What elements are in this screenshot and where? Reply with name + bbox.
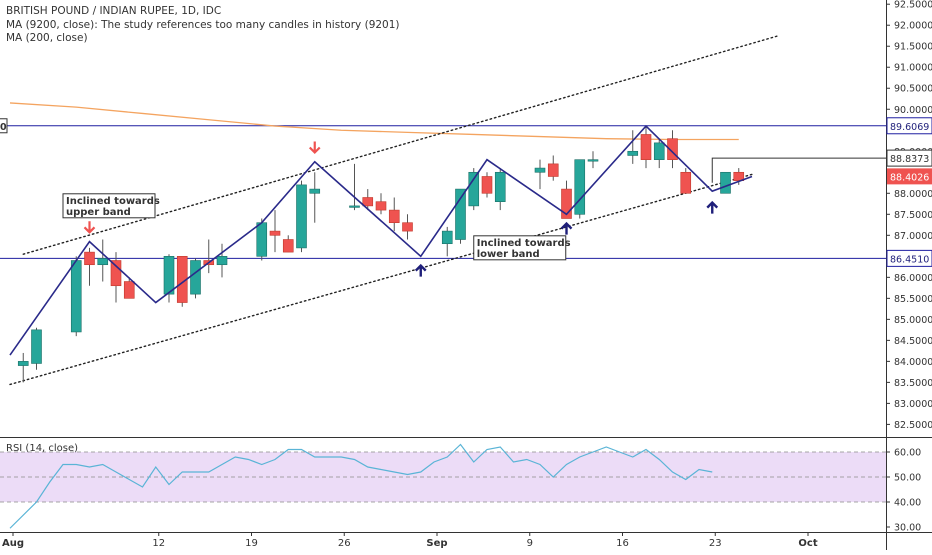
candle-down — [640, 134, 652, 160]
candle-down — [362, 197, 374, 207]
candle-down — [388, 209, 400, 224]
candle-up — [31, 329, 42, 364]
price-tick-label: 83.0000 — [894, 399, 932, 410]
time-tick-label: 16 — [616, 538, 629, 549]
ma200-line — [9, 102, 739, 141]
candle-up — [97, 258, 109, 266]
candle-down — [282, 239, 294, 253]
bracket-line — [711, 157, 886, 183]
price-tick-label: 90.0000 — [894, 105, 932, 116]
rsi-tick-label: 30.00 — [894, 523, 921, 534]
candle-down — [561, 188, 572, 219]
candle-up — [441, 230, 453, 245]
candle-up — [627, 150, 639, 156]
candle-up — [216, 256, 228, 266]
candle-up — [468, 171, 480, 207]
rsi-tick-label: 60.00 — [894, 448, 921, 459]
candle-down — [481, 176, 493, 194]
legend-title: BRITISH POUND / INDIAN RUPEE, 1D, IDC — [6, 5, 222, 17]
candle-up — [574, 159, 586, 215]
price-tick-label: 91.0000 — [894, 63, 932, 74]
candle-down — [680, 171, 692, 194]
zigzag-pattern — [9, 124, 753, 356]
candle-down — [547, 163, 559, 177]
legend-ma-9200: MA (9200, close): The study references t… — [6, 18, 400, 31]
candle-down — [110, 260, 122, 287]
hline-price-box — [886, 249, 932, 267]
time-tick-label: Oct — [798, 538, 817, 549]
last-price-box — [887, 168, 932, 185]
candle-up — [256, 222, 268, 257]
price-tick-label: 85.0000 — [894, 315, 932, 326]
price-tick-label: 85.5000 — [894, 294, 932, 305]
candle-down — [269, 230, 281, 236]
left-edge-label: 0 — [0, 122, 7, 133]
price-tick-label: 88.0000 — [894, 189, 932, 200]
price-tick-label: 84.0000 — [894, 357, 932, 368]
arrow-down-icon — [308, 141, 321, 155]
time-tick-label: 9 — [527, 538, 533, 549]
candle-up — [534, 167, 546, 173]
annotation-text: upper band — [66, 207, 131, 218]
price-tick-label: 87.5000 — [894, 210, 932, 221]
candle-down — [402, 222, 413, 232]
price-tick-label: 82.5000 — [894, 420, 932, 431]
rsi-legend: RSI (14, close) — [6, 443, 79, 454]
candle-up — [17, 361, 29, 366]
time-tick-label: Sep — [426, 538, 447, 549]
time-tick-label: Aug — [2, 538, 24, 549]
candle-up — [720, 171, 731, 194]
rsi-line — [9, 443, 713, 529]
candle-down — [667, 138, 678, 160]
price-tick-label: 83.5000 — [894, 378, 932, 389]
candle-up — [494, 171, 506, 202]
chart-legend: BRITISH POUND / INDIAN RUPEE, 1D, IDC MA… — [6, 5, 400, 46]
arrow-down-icon — [83, 221, 96, 234]
price-tick-label: 90.5000 — [894, 84, 932, 95]
rsi-tick-label: 40.00 — [894, 498, 921, 509]
candle-up — [349, 205, 360, 208]
price-tick-label: 87.0000 — [894, 231, 932, 242]
left-edge-box — [0, 118, 8, 134]
last-price-label: 88.4026 — [890, 172, 929, 183]
arrow-up-icon — [414, 263, 427, 277]
annotation-text: Inclined towards — [477, 238, 571, 249]
candle-down — [123, 281, 135, 299]
candle-up — [163, 256, 175, 295]
bracket-price-box — [886, 149, 932, 167]
candle-up — [653, 142, 665, 160]
hline-price-box — [886, 117, 932, 135]
bracket-price-label: 88.8373 — [890, 154, 929, 165]
time-tick-label: 26 — [338, 538, 351, 549]
candle-up — [70, 260, 82, 333]
price-tick-label: 92.0000 — [894, 21, 932, 32]
price-tick-label: 86.0000 — [894, 273, 932, 284]
price-tick-label: 91.5000 — [894, 42, 932, 53]
price-tick-label: 92.5000 — [894, 0, 932, 11]
price-tick-label: 84.5000 — [894, 336, 932, 347]
candle-down — [84, 251, 95, 266]
rsi-tick-label: 50.00 — [894, 473, 921, 484]
arrow-up-icon — [560, 221, 573, 235]
candle-up — [587, 159, 599, 162]
annotation-text: Inclined towards — [66, 196, 160, 207]
candle-up — [296, 184, 307, 249]
hline-price-label: 89.6069 — [890, 122, 929, 133]
candle-up — [309, 188, 321, 194]
annotation-box — [62, 193, 156, 219]
annotation-text: lower band — [477, 249, 540, 260]
candle-down — [375, 201, 387, 211]
hline-price-label: 86.4510 — [890, 254, 929, 265]
legend-ma-200: MA (200, close) — [6, 32, 88, 44]
time-tick-label: 23 — [709, 538, 722, 549]
candle-up — [190, 260, 201, 295]
candle-up — [455, 188, 466, 240]
arrow-up-icon — [706, 200, 719, 214]
annotation-box — [473, 235, 567, 261]
time-tick-label: 12 — [152, 538, 165, 549]
time-tick-label: 19 — [245, 538, 258, 549]
